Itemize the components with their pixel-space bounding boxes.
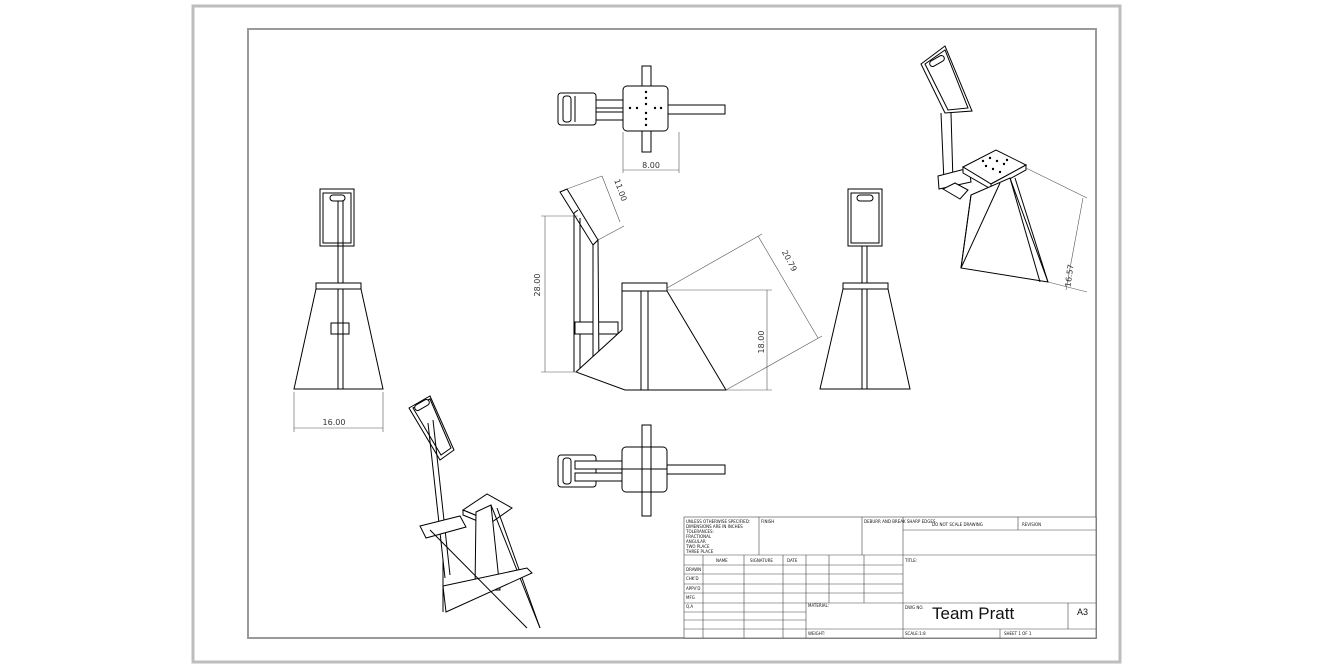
sheet-size: A3 <box>1077 607 1088 617</box>
dim-diag-20: 20.79 <box>780 249 799 273</box>
iso-dim-lines <box>1025 167 1088 293</box>
side-view-center <box>559 188 727 391</box>
outer-border <box>191 4 1122 664</box>
tb-note-1: UNLESS OTHERWISE SPECIFIED: <box>686 519 750 524</box>
drawing-title: Team Pratt <box>932 604 1014 623</box>
tb-note-6: TWO PLACE <box>685 544 710 549</box>
tb-weight-label: WEIGHT: <box>808 631 825 636</box>
tb-title-label: TITLE: <box>904 558 917 563</box>
side-dims <box>541 175 823 391</box>
tb-sheet: SHEET 1 OF 1 <box>1004 631 1032 636</box>
tb-row-chkd: CHK'D <box>686 576 699 581</box>
tb-no-scale: DO NOT SCALE DRAWING <box>932 522 983 527</box>
title-block <box>683 516 1097 639</box>
tb-scale: SCALE:1:8 <box>905 631 926 636</box>
tb-col-signature: SIGNATURE <box>750 558 773 563</box>
tb-note-7: THREE PLACE <box>685 549 714 554</box>
bottom-view <box>557 424 726 517</box>
front-view-left <box>293 188 384 390</box>
dim-angle-11: 11.00 <box>612 178 628 203</box>
inner-border <box>247 28 1097 639</box>
tb-note-2: DIMENSIONS ARE IN INCHES <box>686 524 743 529</box>
tb-row-appvd: APPV'D <box>686 586 700 591</box>
top-view <box>557 65 726 173</box>
tb-col-name: NAME <box>716 558 728 563</box>
tb-dwg-no-label: DWG NO. <box>905 605 924 610</box>
tb-deburr: DEBURR AND BREAK SHARP EDGES <box>864 519 936 524</box>
tb-note-5: ANGULAR <box>686 539 706 544</box>
tb-row-mfg: MFG <box>686 595 695 600</box>
iso-view-right <box>920 45 1049 283</box>
dim-iso-height: 16.57 <box>1063 264 1075 288</box>
iso-view-left <box>408 395 541 629</box>
tb-finish: FINISH <box>761 519 774 524</box>
tb-note-3: TOLERANCES: <box>685 529 714 534</box>
tb-revision: REVISION <box>1022 522 1041 527</box>
tb-row-qa: Q.A <box>686 604 693 609</box>
front-view-right <box>819 188 911 390</box>
dim-base-width-lines <box>293 392 384 432</box>
tb-material-label: MATERIAL: <box>808 603 829 608</box>
dim-height-28: 28.00 <box>533 274 542 297</box>
tb-row-drawn: DRAWN <box>686 567 701 572</box>
tb-note-4: FRACTIONAL <box>686 534 712 539</box>
dim-top-width: 8.00 <box>642 161 660 170</box>
dim-height-18: 18.00 <box>757 331 766 354</box>
tb-col-date: DATE <box>787 558 798 563</box>
dim-base-width: 16.00 <box>323 418 346 427</box>
